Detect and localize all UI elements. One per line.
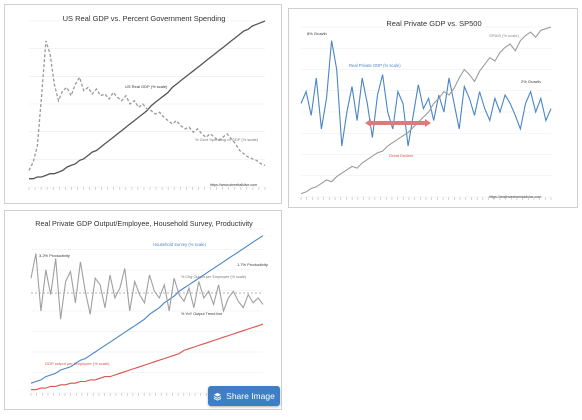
annotation-sp500: SP500 (% scale) [489, 33, 519, 38]
series-line-0 [300, 40, 552, 147]
chart-panel-productivity: Real Private GDP Output/Employee, Househ… [4, 210, 282, 410]
annotation-output-employee: GDP output per Employee (% scale) [45, 361, 110, 366]
chart-title: US Real GDP vs. Percent Government Spend… [63, 14, 226, 23]
annotation-gdp: US Real GDP (% scale) [125, 84, 168, 89]
arrow-head-left [365, 119, 371, 127]
series-line-1 [31, 323, 264, 391]
annotation-productivity-17: 1.7% Productivity [237, 262, 268, 267]
annotation-chg-output: % Chg Output per Employee (% scale) [181, 275, 247, 279]
annotation-growth-8: 8% Growth [307, 31, 327, 36]
series-line-0 [29, 20, 266, 180]
annotation-productivity-32: 3.2% Productivity [39, 253, 70, 258]
chart-gdp-sp500: Real Private GDP vs. SP500 8% Growth Real … [300, 19, 552, 200]
share-image-button[interactable]: Share Image [208, 386, 280, 406]
arrow-head-right [425, 119, 431, 127]
chart-panel-gdp-govt: US Real GDP vs. Percent Government Spend… [4, 4, 282, 204]
source-label: https://realinvestmentadvice.com [489, 195, 541, 199]
annotation-govt: % Govt Spending of GDP (% scale) [195, 137, 259, 142]
annotation-household: Household Survey (% scale) [153, 242, 206, 247]
stack-icon [213, 392, 222, 401]
share-image-label: Share Image [226, 391, 275, 401]
source-label: https://www.streettalklive.com [210, 183, 257, 187]
annotation-private-gdp: Real Private GDP (% scale) [349, 63, 401, 68]
chart-title: Real Private GDP vs. SP500 [386, 19, 481, 28]
annotation-trend: % YoY Output Trend line [181, 312, 222, 316]
series-line-1 [28, 40, 266, 171]
series-line-1 [300, 26, 552, 195]
chart-title: Real Private GDP Output/Employee, Househ… [35, 219, 253, 228]
series-line-2 [30, 253, 264, 320]
chart-gdp-govt: US Real GDP vs. Percent Government Spend… [28, 14, 266, 190]
chart-productivity: Real Private GDP Output/Employee, Househ… [30, 219, 268, 396]
chart-panel-gdp-sp500: Real Private GDP vs. SP500 8% Growth Real … [288, 8, 578, 208]
annotation-growth-2: 2% Growth [521, 79, 541, 84]
series-line-0 [30, 235, 264, 384]
annotation-great-decline: Great Decline [389, 153, 414, 158]
